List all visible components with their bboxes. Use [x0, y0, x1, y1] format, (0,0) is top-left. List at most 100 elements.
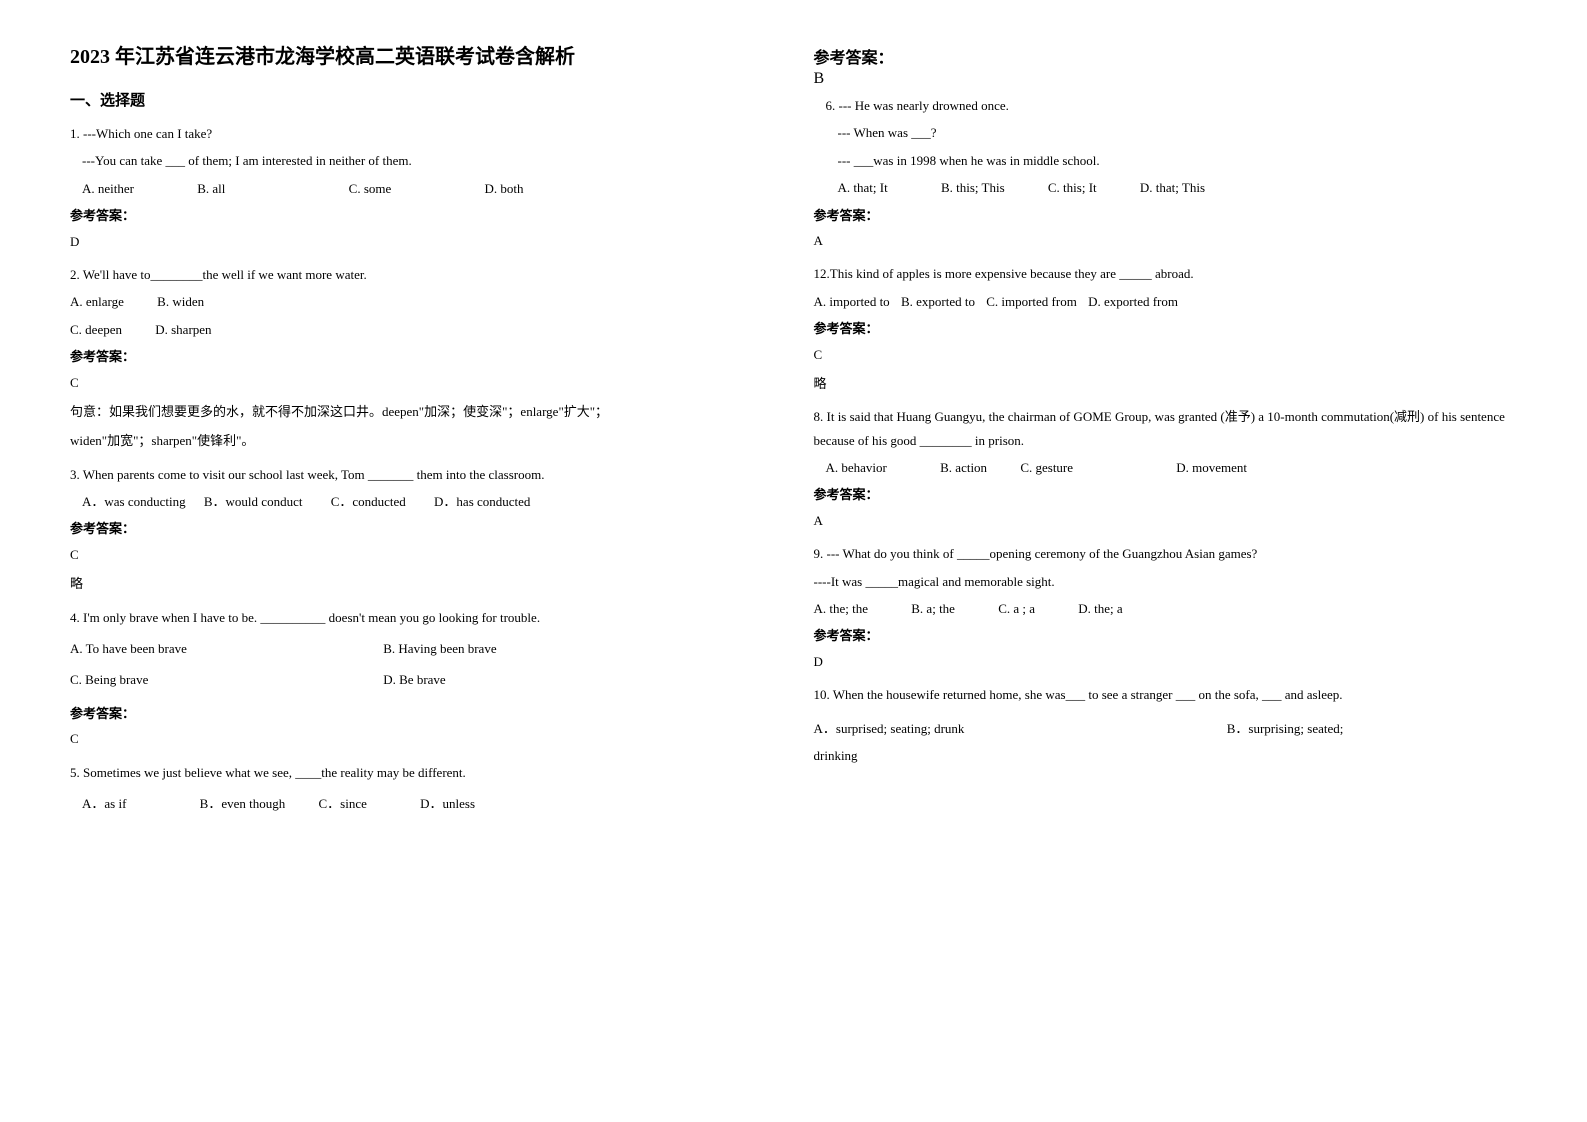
q2-explain2: widen"加宽"；sharpen"使锋利"。: [70, 429, 774, 452]
q2-options-row1: A. enlarge B. widen: [70, 290, 774, 313]
question-4: 4. I'm only brave when I have to be. ___…: [70, 606, 774, 751]
q2-optB: B. widen: [157, 290, 204, 313]
question-10: 10. When the housewife returned home, sh…: [814, 683, 1518, 767]
q5-line1: 5. Sometimes we just believe what we see…: [70, 761, 774, 784]
question-12: 12.This kind of apples is more expensive…: [814, 262, 1518, 395]
q12-optC: C. imported from: [986, 290, 1077, 313]
question-9: 9. --- What do you think of _____opening…: [814, 542, 1518, 673]
q8-optC: C. gesture: [1020, 456, 1073, 479]
q3-line1: 3. When parents come to visit our school…: [70, 463, 774, 486]
q3-answer-label: 参考答案：: [70, 517, 774, 540]
q12-options: A. imported to B. exported to C. importe…: [814, 290, 1518, 313]
q1-line1: 1. ---Which one can I take?: [70, 122, 774, 145]
q12-answer: C: [814, 343, 1518, 366]
q2-explain1: 句意：如果我们想要更多的水，就不得不加深这口井。deepen"加深；使变深"；e…: [70, 400, 774, 423]
q9-line2: ----It was _____magical and memorable si…: [814, 570, 1518, 593]
question-1: 1. ---Which one can I take? ---You can t…: [70, 122, 774, 253]
q6-options: A. that; It B. this; This C. this; It D.…: [814, 176, 1518, 199]
q8-answer: A: [814, 509, 1518, 532]
q5-optC: C．since: [319, 792, 367, 815]
q1-optC: C. some: [349, 177, 392, 200]
q3-explain: 略: [70, 572, 774, 595]
q4-optA: A. To have been brave: [70, 637, 350, 660]
q1-optA: A. neither: [82, 177, 134, 200]
q5-optA: A．as if: [82, 792, 126, 815]
q9-optB: B. a; the: [911, 597, 955, 620]
page-title: 2023 年江苏省连云港市龙海学校高二英语联考试卷含解析: [70, 40, 774, 69]
left-column: 2023 年江苏省连云港市龙海学校高二英语联考试卷含解析 一、选择题 1. --…: [50, 40, 794, 1082]
q12-optD: D. exported from: [1088, 290, 1178, 313]
q6-optA: A. that; It: [838, 176, 888, 199]
q1-line2: ---You can take ___ of them; I am intere…: [70, 149, 774, 172]
q1-answer: D: [70, 230, 774, 253]
q2-options-row2: C. deepen D. sharpen: [70, 318, 774, 341]
q8-optB: B. action: [940, 456, 987, 479]
q6-optD: D. that; This: [1140, 176, 1205, 199]
q2-answer-label: 参考答案：: [70, 345, 774, 368]
question-6: 6. --- He was nearly drowned once. --- W…: [814, 94, 1518, 252]
q2-answer: C: [70, 371, 774, 394]
q4-optD: D. Be brave: [383, 668, 445, 691]
q9-optD: D. the; a: [1078, 597, 1122, 620]
q1-options: A. neither B. all C. some D. both: [70, 177, 774, 200]
q4-options-row1: A. To have been brave B. Having been bra…: [70, 637, 774, 660]
q8-answer-label: 参考答案：: [814, 483, 1518, 506]
q10-optA: A．surprised; seating; drunk: [814, 717, 1194, 740]
q4-line1: 4. I'm only brave when I have to be. ___…: [70, 606, 774, 629]
q8-line1: 8. It is said that Huang Guangyu, the ch…: [814, 405, 1518, 452]
q12-line1: 12.This kind of apples is more expensive…: [814, 262, 1518, 285]
q6-answer-label: 参考答案：: [814, 204, 1518, 227]
question-2: 2. We'll have to________the well if we w…: [70, 263, 774, 453]
q10-options: A．surprised; seating; drunk B．surprising…: [814, 717, 1518, 740]
q3-options: A．was conducting B．would conduct C．condu…: [70, 490, 774, 513]
q12-optB: B. exported to: [901, 290, 975, 313]
q5-options: A．as if B．even though C．since D．unless: [70, 792, 774, 815]
q6-line1: 6. --- He was nearly drowned once.: [814, 94, 1518, 117]
q12-answer-label: 参考答案：: [814, 317, 1518, 340]
q4-options-row2: C. Being brave D. Be brave: [70, 668, 774, 691]
q9-answer: D: [814, 650, 1518, 673]
q6-line2: --- When was ___?: [814, 121, 1518, 144]
q12-explain: 略: [814, 372, 1518, 395]
q1-answer-label: 参考答案：: [70, 204, 774, 227]
section-header: 一、选择题: [70, 89, 774, 110]
q9-optA: A. the; the: [814, 597, 869, 620]
q3-optA: A．was conducting: [82, 490, 186, 513]
q3-optB: B．would conduct: [204, 490, 303, 513]
q2-optC: C. deepen: [70, 318, 122, 341]
q4-answer: C: [70, 727, 774, 750]
q5-answer-label: 参考答案：: [814, 44, 1518, 68]
q3-answer: C: [70, 543, 774, 566]
q8-options: A. behavior B. action C. gesture D. move…: [814, 456, 1518, 479]
q1-optD: D. both: [485, 177, 524, 200]
q10-optB: B．surprising; seated;: [1227, 717, 1344, 740]
q6-optC: C. this; It: [1048, 176, 1097, 199]
q10-line1: 10. When the housewife returned home, sh…: [814, 683, 1518, 706]
right-column: 参考答案： B 6. --- He was nearly drowned onc…: [794, 40, 1538, 1082]
q4-answer-label: 参考答案：: [70, 702, 774, 725]
q6-line3: --- ___was in 1998 when he was in middle…: [814, 149, 1518, 172]
q1-optB: B. all: [197, 177, 225, 200]
q9-answer-label: 参考答案：: [814, 624, 1518, 647]
q3-optD: D．has conducted: [434, 490, 530, 513]
q2-optA: A. enlarge: [70, 290, 124, 313]
q9-options: A. the; the B. a; the C. a ; a D. the; a: [814, 597, 1518, 620]
q8-optA: A. behavior: [826, 456, 887, 479]
q2-optD: D. sharpen: [155, 318, 211, 341]
question-8: 8. It is said that Huang Guangyu, the ch…: [814, 405, 1518, 532]
q6-answer: A: [814, 229, 1518, 252]
q3-optC: C．conducted: [331, 490, 406, 513]
q12-optA: A. imported to: [814, 290, 890, 313]
q5-optD: D．unless: [420, 792, 475, 815]
q8-optD: D. movement: [1176, 456, 1247, 479]
q2-line1: 2. We'll have to________the well if we w…: [70, 263, 774, 286]
question-3: 3. When parents come to visit our school…: [70, 463, 774, 596]
q5-optB: B．even though: [200, 792, 286, 815]
question-5: 5. Sometimes we just believe what we see…: [70, 761, 774, 816]
q6-optB: B. this; This: [941, 176, 1005, 199]
q4-optC: C. Being brave: [70, 668, 350, 691]
q5-answer: B: [814, 70, 1518, 88]
q9-optC: C. a ; a: [998, 597, 1035, 620]
q4-optB: B. Having been brave: [383, 637, 496, 660]
q9-line1: 9. --- What do you think of _____opening…: [814, 542, 1518, 565]
